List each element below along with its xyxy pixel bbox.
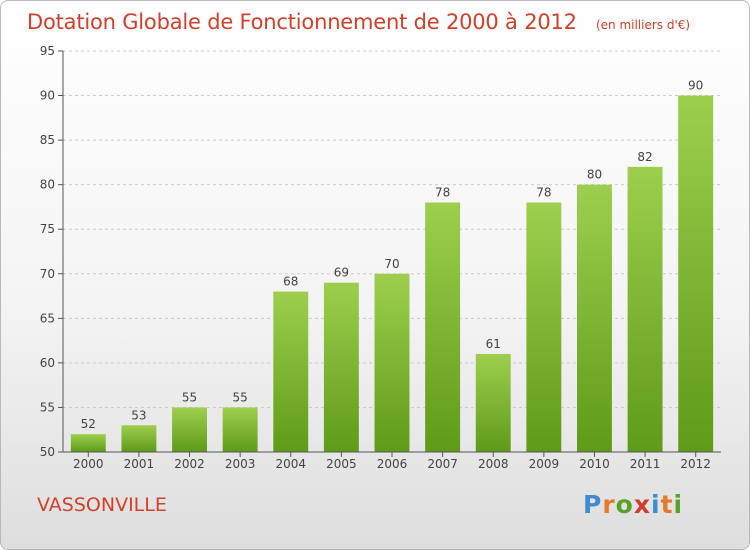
bar[interactable] [526,202,562,452]
bar-value-label: 70 [384,257,399,271]
bar-value-label: 61 [486,337,501,351]
chart-title: Dotation Globale de Fonctionnement de 20… [27,10,577,34]
x-tick-label: 2007 [427,457,458,471]
y-tick-label: 70 [40,267,55,281]
x-tick-label: 2008 [478,457,509,471]
bar[interactable] [222,407,258,452]
title-row: Dotation Globale de Fonctionnement de 20… [27,10,690,34]
y-tick-label: 85 [40,133,55,147]
x-tick-label: 2006 [377,457,408,471]
x-tick-label: 2002 [174,457,205,471]
bar-value-label: 69 [334,266,349,280]
bar-value-label: 78 [536,185,551,199]
bar[interactable] [374,273,410,452]
bar[interactable] [121,425,157,452]
bar-value-label: 90 [688,79,703,93]
x-tick-label: 2003 [225,457,256,471]
bar[interactable] [172,407,208,452]
y-tick-label: 95 [40,44,55,58]
bar[interactable] [678,95,714,453]
bar-value-label: 55 [233,390,248,404]
y-tick-label: 80 [40,178,55,192]
bar-value-label: 68 [283,275,298,289]
x-tick-label: 2012 [680,457,711,471]
x-tick-label: 2004 [275,457,306,471]
bar[interactable] [627,166,663,452]
y-tick-label: 55 [40,400,55,414]
x-tick-label: 2011 [630,457,661,471]
bar[interactable] [273,291,309,452]
chart-unit-label: (en milliers d'€) [595,18,691,32]
bar[interactable] [576,184,612,452]
x-tick-label: 2009 [529,457,560,471]
y-tick-label: 90 [40,89,55,103]
bar-value-label: 82 [637,150,652,164]
bar-value-label: 78 [435,185,450,199]
bar[interactable] [70,434,106,452]
bar-value-label: 52 [81,417,96,431]
x-tick-label: 2000 [73,457,104,471]
y-tick-label: 75 [40,222,55,236]
x-tick-label: 2005 [326,457,357,471]
y-tick-label: 50 [40,445,55,459]
bar[interactable] [475,353,511,452]
y-tick-label: 60 [40,356,55,370]
commune-name: VASSONVILLE [37,494,167,516]
proxiti-logo[interactable]: Proxiti [583,490,684,519]
y-tick-label: 65 [40,311,55,325]
x-tick-label: 2010 [579,457,610,471]
x-tick-label: 2001 [124,457,155,471]
bar-value-label: 53 [131,408,146,422]
bar-value-label: 55 [182,390,197,404]
bar[interactable] [323,282,359,452]
bar[interactable] [425,202,461,452]
bar-value-label: 80 [587,168,602,182]
